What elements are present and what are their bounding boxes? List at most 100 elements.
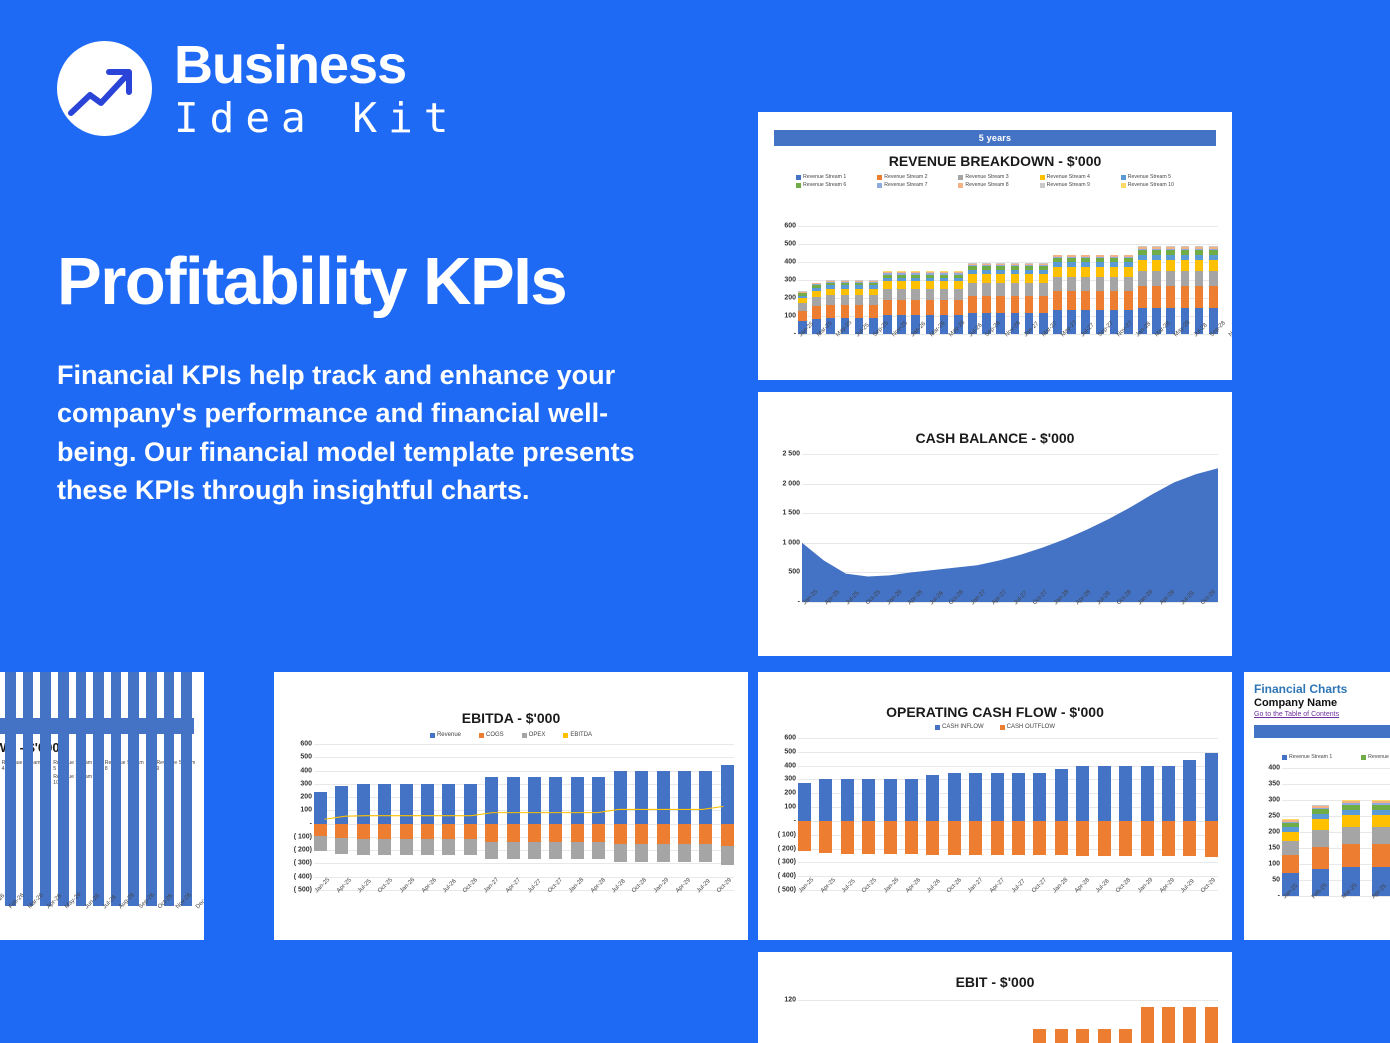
y-tick-label: 600: [300, 740, 312, 748]
bar-segment-outflow: [905, 820, 919, 855]
bar-segment: [1166, 248, 1176, 251]
bar: [1342, 800, 1360, 896]
bar-segment: [939, 315, 949, 334]
bar-segment: [40, 672, 52, 906]
y-tick-label: 1 000: [782, 539, 800, 547]
y-tick-label: 500: [784, 748, 796, 756]
bar: [947, 738, 961, 890]
legend-label: EBITDA: [570, 732, 593, 738]
brand-name-line2: Idea Kit: [174, 94, 460, 142]
bar-segment: [953, 273, 963, 275]
chart-card-financial-charts-panel[interactable]: Financial Charts Company Name Go to the …: [1244, 672, 1390, 940]
bar-segment: [1010, 270, 1020, 275]
legend-item: EBITDA: [563, 732, 592, 738]
bar: [656, 744, 670, 890]
chart-title: CASH BALANCE - $'000: [915, 430, 1075, 446]
bar-segment-outflow: [1161, 820, 1175, 856]
grid-lines: [798, 738, 1218, 891]
bar: [990, 738, 1004, 890]
bar: [1095, 254, 1105, 334]
bar: [1180, 245, 1190, 334]
y-tick-label: 300: [784, 775, 796, 783]
bar-segment: [812, 288, 821, 292]
legend-item: Revenue Stream 1: [1282, 754, 1361, 760]
y-tick-label: 400: [784, 762, 796, 770]
legend-item: Revenue Stream 2: [873, 174, 954, 180]
bar-segment: [812, 297, 821, 307]
chart-x-axis: Jan-25 Apr-25 Jul-25 Oct-25 Jan-26 Apr-26 Jul-…: [772, 589, 1222, 642]
bar-segment-positive: [1183, 760, 1197, 821]
bar-segment: [1194, 286, 1204, 308]
bar-segment: [868, 295, 878, 305]
bar: [146, 672, 157, 906]
chart-card-revenue-breakdown-24m[interactable]: 24 months REAKDOWN - $'000 Revenue Strea…: [0, 672, 204, 940]
bar: [1012, 1000, 1025, 1043]
chart-card-operating-cash-flow[interactable]: OPERATING CASH FLOW - $'000 CASH INFLOW C…: [758, 672, 1232, 940]
bar-segment: [996, 295, 1006, 313]
bar: [677, 744, 691, 890]
bar: [826, 280, 836, 334]
chart-card-revenue-breakdown-5y[interactable]: 5 years REVENUE BREAKDOWN - $'000 Revenu…: [758, 112, 1232, 380]
bar-segment: [1342, 844, 1360, 868]
chart-card-ebit[interactable]: EBIT - $'000 12010080: [758, 952, 1232, 1043]
legend-label: Revenue Stream 2: [884, 174, 928, 180]
y-tick-label: 500: [300, 753, 312, 761]
y-axis: 600 500 400 300 200 100 - ( 100) ( 200) ( 300) ( 4…: [284, 740, 314, 894]
bar-segment: [854, 304, 864, 318]
bar-segment: [1067, 267, 1076, 277]
growth-arrow-chart-icon: [57, 41, 152, 136]
bar-segment: [982, 265, 991, 267]
y-tick-label: 150: [1268, 844, 1280, 852]
chart-card-ebitda[interactable]: EBITDA - $'000 Revenue COGS OPEX EBITDA 600…: [274, 672, 748, 940]
chart-bars: [1282, 768, 1390, 896]
y-tick-label: 100: [784, 803, 796, 811]
bar: [969, 738, 983, 890]
bar-segment-positive: [442, 783, 456, 824]
y-tick-label: 200: [300, 793, 312, 801]
chart-card-cash-balance[interactable]: CASH BALANCE - $'000 2 500 2 000 1 500 1 00…: [758, 392, 1232, 656]
bar-segment: [1053, 267, 1062, 277]
y-tick-label: 400: [300, 767, 312, 775]
bar-segment-outflow: [1012, 820, 1026, 856]
bar: [1119, 738, 1133, 890]
bar-segment-outflow: [798, 820, 812, 851]
bar-segment: [883, 315, 892, 334]
bar-segment: [163, 672, 175, 906]
bar-segment-positive: [947, 773, 961, 821]
bar-segment: [1109, 256, 1119, 259]
bar: [862, 1000, 875, 1043]
bar-segment-opex: [656, 843, 670, 862]
x-tick-labels: Dec-25Jan-26Feb-26Mar-26Apr-26May-26Jun-…: [0, 892, 204, 912]
bar-segment: [911, 300, 921, 316]
bar: [163, 672, 175, 906]
bar-segment: [883, 277, 892, 282]
bar-segment-opex: [463, 839, 477, 856]
bar-segment: [1024, 312, 1034, 334]
bar-segment-opex: [356, 839, 370, 856]
bar: [635, 744, 649, 890]
bar-segment-outflow: [1097, 820, 1111, 856]
legend-swatch-icon: [877, 174, 883, 180]
bar: [1161, 738, 1175, 890]
bar-segment-opex: [442, 839, 456, 856]
bar-segment: [1053, 291, 1062, 311]
bar-segment: [897, 300, 906, 316]
bar-segment-positive: [819, 779, 833, 821]
table-of-contents-link[interactable]: Go to the Table of Contents: [1254, 711, 1340, 718]
bar-segment: [897, 272, 906, 274]
bar-segment: [968, 312, 977, 334]
bar-segment: [953, 300, 963, 316]
legend-item: Revenue Stream 4: [0, 760, 43, 772]
bar-segment-positive: [926, 775, 940, 821]
bar-segment: [953, 272, 963, 274]
bar-segment-outflow: [840, 820, 854, 855]
bar-segment: [1342, 826, 1360, 845]
bar-segment-cogs: [356, 823, 370, 840]
bar-segment: [1194, 307, 1204, 334]
y-axis: 600 500 400 300 200 100 -: [768, 223, 798, 338]
bar-segment-opex: [506, 841, 520, 859]
bar-segment: [1180, 246, 1190, 249]
bar-segment-positive: [677, 771, 691, 824]
bar: [854, 280, 864, 334]
bar-segment: [1109, 262, 1119, 268]
